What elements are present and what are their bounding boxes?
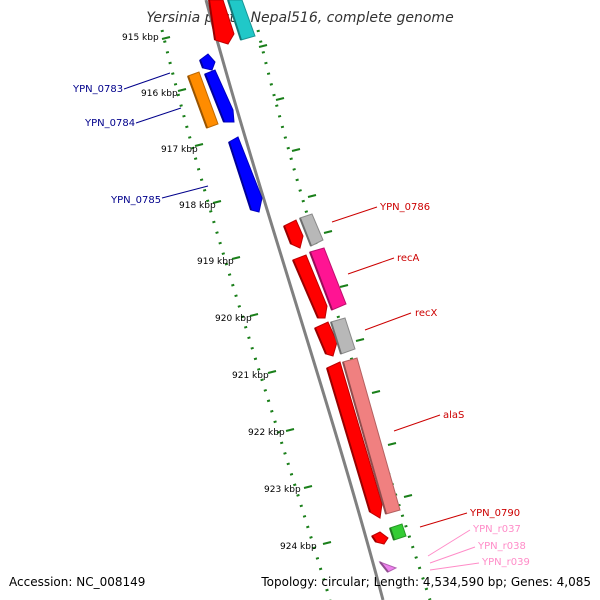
left-major-tick (285, 428, 295, 432)
left-major-tick (194, 143, 204, 147)
scale-label: 921 kbp (232, 371, 269, 381)
YPN_0784-feature-edge (204, 73, 225, 123)
left-major-tick (161, 36, 171, 40)
left-major-tick (249, 313, 259, 317)
top-red-feature-edge (208, 0, 216, 41)
scale-labels: 915 kbp 916 kbp 917 kbp 918 kbp 919 kbp 920 k… (122, 33, 317, 552)
YPN_0785-feature-edge (228, 141, 252, 211)
right-scale-rail (256, 29, 432, 600)
genome-backbone (204, 0, 385, 600)
magenta-feature-edge (309, 251, 333, 311)
leader-line (135, 107, 182, 124)
scale-label: 917 kbp (161, 145, 198, 155)
right-major-tick (371, 390, 381, 394)
gene-label: recA (397, 253, 420, 264)
rna-feature-edge (379, 561, 389, 573)
YPN_0790-feature-edge (371, 535, 377, 543)
right-major-tick (403, 494, 413, 498)
right-major-tick (355, 338, 365, 342)
right-major-tick (387, 442, 397, 446)
leader-line (364, 312, 412, 331)
gene-label: recX (415, 308, 438, 319)
scale-label: 919 kbp (197, 257, 234, 267)
leader-line (123, 72, 171, 90)
right-major-tick (339, 284, 349, 288)
leader-line (331, 206, 378, 223)
scale-label: 923 kbp (264, 485, 301, 495)
leader-line (427, 529, 471, 557)
gene-label: YPN_0784 (84, 118, 135, 129)
left-major-tick (177, 88, 187, 92)
gene-label: YPN_0790 (469, 508, 520, 519)
right-major-tick (323, 230, 333, 234)
accession-text: Accession: NC_008149 (9, 575, 146, 589)
alaS-feature-edge (326, 367, 371, 513)
gene-label: YPN_r039 (481, 557, 530, 568)
scale-label: 924 kbp (280, 542, 317, 552)
right-major-tick (275, 97, 285, 101)
left-scale-rail (160, 29, 332, 600)
leader-line (393, 414, 441, 432)
green-feature-edge (389, 527, 395, 541)
leader-line (429, 546, 476, 564)
small-blue-feature-edge (199, 59, 204, 69)
recX-feature-edge (314, 327, 327, 355)
scale-label: 922 kbp (248, 428, 285, 438)
gene-label: YPN_0783 (72, 84, 123, 95)
left-major-tick (322, 541, 332, 545)
left-major-tick (231, 256, 241, 260)
gray-feature-1 (299, 213, 324, 247)
label-leader-lines (123, 72, 480, 571)
YPN_0783-feature-edge (187, 75, 208, 129)
top-cyan-feature-edge (227, 0, 242, 41)
salmon-feature-edge (342, 361, 387, 515)
gene-features (187, 0, 407, 573)
gene-label: YPN_r038 (477, 541, 526, 552)
left-major-tick (212, 200, 222, 204)
right-major-tick (258, 44, 268, 48)
leader-line (429, 562, 480, 571)
YPN_0786-feature-edge (283, 225, 292, 245)
scale-label: 920 kbp (215, 314, 252, 324)
left-major-tick (267, 370, 277, 374)
recA-feature-edge (292, 259, 319, 319)
leader-line (161, 185, 209, 199)
scale-label: 918 kbp (179, 201, 216, 211)
right-major-tick (291, 148, 301, 152)
left-major-tick (303, 485, 313, 489)
right-major-tick (307, 194, 317, 198)
gray-feature-2-edge (330, 321, 342, 355)
leader-line (347, 257, 395, 275)
scale-label: 916 kbp (141, 89, 178, 99)
gene-label: YPN_0786 (379, 202, 430, 213)
backbone-line (204, 0, 385, 600)
gene-label: YPN_0785 (110, 195, 161, 206)
gray-feature-1-edge (299, 217, 312, 247)
genome-summary-text: Topology: circular; Length: 4,534,590 bp… (261, 575, 591, 589)
gene-label: alaS (443, 410, 464, 421)
scale-ticks (160, 29, 432, 600)
leader-line (419, 512, 468, 528)
gene-label: YPN_r037 (472, 524, 521, 535)
gene-labels: YPN_0783 YPN_0784 YPN_0785 YPN_0786 recA recX… (72, 84, 530, 568)
scale-label: 915 kbp (122, 33, 159, 43)
